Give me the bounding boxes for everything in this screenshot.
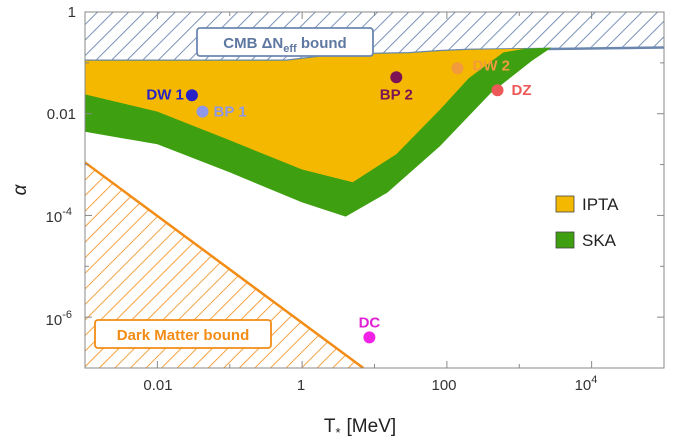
x-tick-labels: 0.01 1 100 104 — [143, 374, 597, 394]
point-label: DW 2 — [473, 57, 511, 74]
y-tick-labels: 1 0.01 10-4 10-6 — [46, 4, 76, 329]
legend-label-ipta: IPTA — [582, 195, 619, 214]
x-axis-title: T* [MeV] — [324, 416, 396, 440]
point-label: BP 2 — [380, 86, 413, 103]
point-label: DW 1 — [146, 86, 184, 103]
x-tick-label: 1 — [297, 377, 305, 394]
point-bp-1 — [196, 105, 209, 118]
dark-matter-edge — [85, 161, 365, 368]
point-label: DZ — [512, 82, 532, 99]
y-tick-label: 0.01 — [47, 106, 76, 123]
x-tick-label: 100 — [431, 377, 456, 394]
dark-matter-label: Dark Matter bound — [94, 319, 272, 349]
cmb-bound-label: CMB ΔNeff bound — [196, 27, 374, 57]
legend-swatch-ipta — [555, 195, 575, 213]
y-tick-label: 1 — [68, 4, 76, 21]
y-axis-title: α — [10, 183, 31, 195]
legend-swatch-ska — [555, 231, 575, 249]
data-points: DW 1 BP 1 BP 2 DW 2DZ DC — [146, 57, 532, 344]
point-dw-2 — [451, 62, 464, 75]
legend-label-ska: SKA — [582, 231, 617, 250]
ipta-region — [85, 48, 525, 183]
dark-matter-label-text: Dark Matter bound — [117, 327, 250, 344]
point-dw-1 — [185, 89, 198, 102]
point-label: BP 1 — [214, 104, 247, 121]
x-tick-label: 104 — [575, 374, 598, 394]
point-dc — [363, 331, 376, 344]
point-dz — [491, 84, 504, 97]
legend: IPTA SKA — [555, 195, 619, 250]
cmb-label-box — [196, 27, 374, 57]
y-tick-label: 10-6 — [46, 309, 72, 329]
y-tick-label: 10-4 — [46, 206, 72, 226]
cmb-label-text: CMB ΔNeff bound — [223, 35, 346, 55]
x-tick-label: 0.01 — [143, 377, 172, 394]
point-label: DC — [359, 314, 381, 331]
dark-matter-label-box — [94, 319, 272, 349]
tick-marks — [84, 11, 665, 369]
point-bp-2 — [390, 71, 403, 84]
